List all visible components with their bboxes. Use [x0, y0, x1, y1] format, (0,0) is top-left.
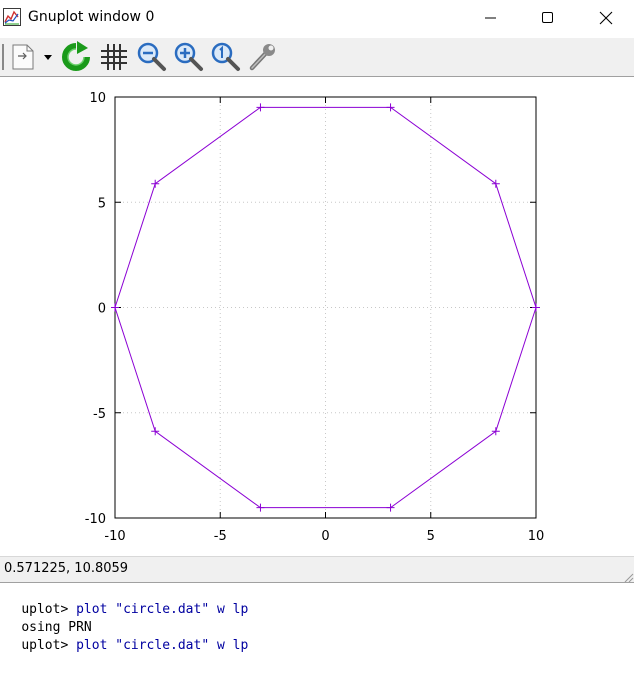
console-output[interactable]: uplot> plot "circle.dat" w lp osing PRN … — [0, 582, 634, 653]
data-point-marker — [491, 427, 500, 436]
console-prompt: uplot> — [21, 602, 77, 617]
data-point-marker — [386, 503, 395, 512]
console-prompt: uplot> — [21, 638, 77, 653]
close-button[interactable] — [578, 0, 634, 36]
y-tick-label: 5 — [98, 196, 106, 211]
zoom-out-icon[interactable] — [135, 41, 169, 73]
status-bar: 0.571225, 10.8059 — [0, 556, 634, 583]
x-tick-label: 0 — [321, 529, 329, 544]
data-point-marker — [151, 179, 160, 188]
data-point-marker — [491, 179, 500, 188]
y-tick-label: -5 — [93, 407, 106, 422]
zoom-in-icon[interactable] — [172, 41, 206, 73]
x-tick-label: -5 — [214, 529, 227, 544]
console-line: osing PRN — [0, 601, 92, 655]
y-tick-label: 0 — [98, 302, 106, 317]
plot-area[interactable]: -10 -5 0 5 10 -10 -5 0 5 10 — [0, 77, 634, 556]
resize-grip-icon[interactable] — [622, 571, 634, 583]
console-command: plot "circle.dat" w lp — [76, 638, 249, 653]
data-point-marker — [111, 303, 119, 312]
data-point-marker — [256, 503, 265, 512]
maximize-button[interactable] — [520, 0, 576, 36]
console-line: uplot> plot "circle.dat" w lp — [0, 583, 248, 637]
zoom-reset-icon[interactable] — [209, 41, 243, 73]
console-message: osing PRN — [21, 620, 92, 635]
y-tick-label: -10 — [85, 512, 106, 527]
data-point-marker — [151, 427, 160, 436]
gnuplot-app-icon — [3, 8, 21, 26]
dropdown-arrow-icon[interactable] — [41, 41, 55, 73]
replot-icon[interactable] — [60, 41, 92, 73]
minimize-icon — [485, 17, 496, 19]
data-point-marker — [256, 103, 265, 112]
toolbar-grip — [2, 44, 4, 70]
copy-options-icon[interactable] — [9, 41, 39, 73]
y-tick-label: 10 — [89, 91, 106, 106]
x-tick-label: -10 — [104, 529, 125, 544]
plot-canvas[interactable]: -10 -5 0 5 10 -10 -5 0 5 10 — [0, 77, 634, 556]
title-bar: Gnuplot window 0 — [0, 0, 634, 38]
console-command: plot "circle.dat" w lp — [76, 602, 249, 617]
console-line: uplot> plot "circle.dat" w lp — [0, 619, 248, 673]
options-wrench-icon[interactable] — [246, 41, 280, 73]
toolbar — [0, 38, 634, 77]
grid-icon[interactable] — [98, 41, 130, 73]
window-title: Gnuplot window 0 — [28, 9, 155, 25]
coordinate-readout: 0.571225, 10.8059 — [4, 561, 129, 576]
close-icon — [599, 11, 613, 25]
plot-border — [114, 96, 537, 519]
minimize-button[interactable] — [463, 0, 519, 36]
data-point-marker — [532, 303, 540, 312]
x-tick-label: 10 — [528, 529, 545, 544]
series-line — [114, 106, 537, 509]
maximize-icon — [542, 12, 553, 23]
x-tick-label: 5 — [427, 529, 435, 544]
data-point-marker — [386, 103, 395, 112]
